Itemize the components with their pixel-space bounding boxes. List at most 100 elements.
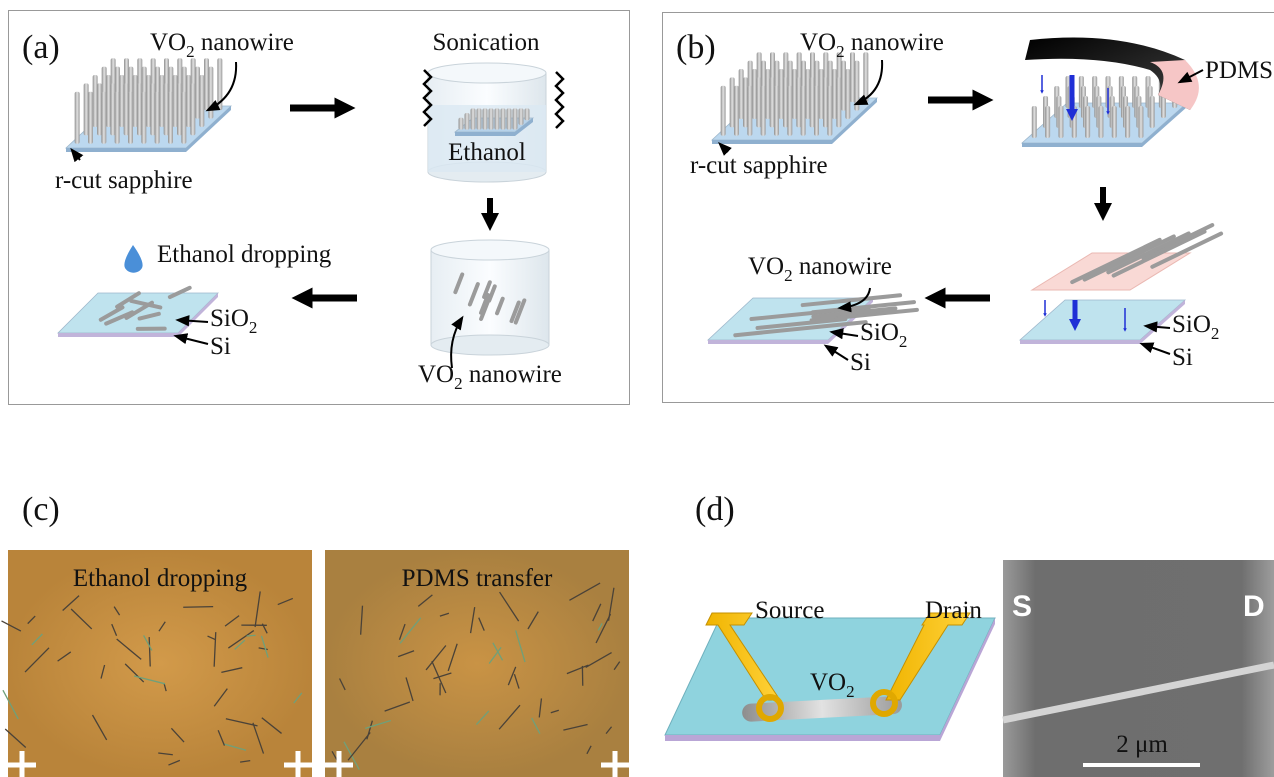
nanowire [110,83,115,135]
nanowire [810,77,815,127]
nanowire [159,75,164,127]
nanowire [97,83,102,135]
nanowire [774,86,779,136]
silicon-label: Si [850,349,871,376]
nanowire [465,118,470,130]
nanowire [177,83,182,135]
nanowire-label: VO2 nanowire [800,29,944,61]
label-part: 2 [899,332,908,351]
beaker-rim [431,240,549,260]
pointer [720,144,728,152]
nanowire [489,118,494,130]
nanowire [1032,106,1037,138]
label-part: SiO [860,319,899,346]
image-title: PDMS transfer [402,565,553,592]
nanowire [208,67,213,119]
pdms-label: PDMS [1205,57,1273,84]
nanowire [146,75,151,127]
nanowire [204,58,209,110]
label-part: VO [800,29,836,56]
label-part: 2 [836,42,845,61]
nanowire [805,69,810,119]
nanowire [133,75,138,127]
label-part: VO [418,361,454,388]
nanowire-label: VO2 nanowire [748,253,892,285]
nanowire [801,86,806,136]
nanowire [168,92,173,144]
nanowire [756,77,761,127]
nanowire [765,69,770,119]
dispersed-label: VO2 nanowire [418,361,562,393]
nanowire [128,92,133,144]
label-part: nanowire [845,29,944,56]
nanowire [863,52,868,102]
pointer [1142,344,1170,354]
nanowire [721,86,726,136]
nanowire-label: VO2 nanowire [150,29,294,61]
dropping-label: Ethanol dropping [157,241,332,268]
nanowire [495,118,500,130]
nanowire [507,118,512,130]
sem-source-label: S [1012,590,1032,623]
nanowire [181,92,186,144]
nanowire [761,86,766,136]
nanowire [75,92,80,144]
nanowire [155,92,160,144]
nanowire [471,118,476,130]
nanowire [770,77,775,127]
pointer [856,60,882,104]
label-part: nanowire [463,361,562,388]
droplet [124,245,142,273]
sonication-label: Sonication [433,29,540,56]
oxide-label: SiO2 [1172,311,1219,343]
label-part: 2 [249,318,258,337]
image-title: Ethanol dropping [73,565,248,592]
silicon-label: Si [210,333,231,360]
panel-label: (a) [22,29,60,66]
oxide-label: SiO2 [860,319,907,351]
nanowire [739,69,744,119]
nanowire [88,92,93,144]
nanowire [141,92,146,144]
nanowire [1085,106,1090,138]
nanowire [1098,106,1103,138]
nanowire [459,118,464,130]
nanowire [164,83,169,135]
nanowire [783,77,788,127]
nanowire [1112,106,1117,138]
nanowire [513,118,518,130]
ethanol-label: Ethanol [448,139,526,166]
nanowire [819,69,824,119]
nanowire [186,75,191,127]
substrate-label: r-cut sapphire [55,167,193,194]
label-part: nanowire [793,253,892,280]
nanowire [836,77,841,127]
label-part: VO [810,669,846,696]
nanowire [814,86,819,136]
vibration [556,72,563,128]
panel-label: (c) [22,491,60,528]
label-part: 2 [784,266,793,285]
nanowire [841,61,846,111]
nanowire [827,86,832,136]
nanowire [119,75,124,127]
figure: (a)VO2 nanowirer-cut sapphireSonicationE… [0,0,1274,777]
nanowire [247,635,256,636]
nanowire [525,108,530,120]
nanowire [850,52,855,102]
nanowire [199,75,204,127]
nanowire [796,77,801,127]
nanowire [1058,106,1063,138]
label-part: 2 [1211,324,1220,343]
nanowire [832,69,837,119]
label-part: 2 [454,374,463,393]
nanowire [137,83,142,135]
nanowire [501,118,506,130]
nanowire [730,77,735,127]
nanowire [519,113,524,125]
nanowire [84,83,89,135]
sem-drain-label: D [1243,590,1265,623]
nanowire [124,83,129,135]
panel-label: (d) [695,491,735,528]
nanowire [195,67,200,119]
